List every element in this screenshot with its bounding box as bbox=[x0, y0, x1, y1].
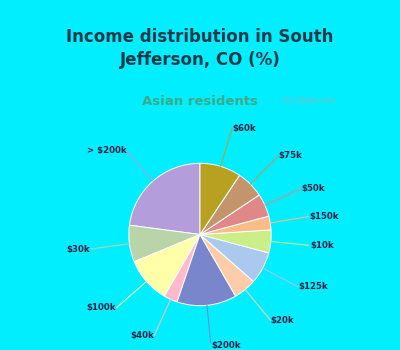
Wedge shape bbox=[200, 175, 259, 234]
Wedge shape bbox=[200, 234, 269, 281]
Text: $200k: $200k bbox=[211, 341, 240, 350]
Wedge shape bbox=[129, 225, 200, 262]
Text: $100k: $100k bbox=[87, 303, 116, 312]
Wedge shape bbox=[164, 234, 200, 302]
Text: $20k: $20k bbox=[270, 316, 294, 325]
Wedge shape bbox=[130, 163, 200, 235]
Text: City-Data.com: City-Data.com bbox=[282, 96, 336, 105]
Text: $10k: $10k bbox=[310, 241, 334, 250]
Text: > $200k: > $200k bbox=[87, 146, 127, 155]
Wedge shape bbox=[177, 234, 236, 306]
Text: $60k: $60k bbox=[232, 124, 256, 133]
Text: $75k: $75k bbox=[278, 152, 302, 160]
Text: Income distribution in South
Jefferson, CO (%): Income distribution in South Jefferson, … bbox=[66, 28, 334, 69]
Wedge shape bbox=[200, 234, 254, 296]
Text: Asian residents: Asian residents bbox=[142, 94, 258, 107]
Wedge shape bbox=[200, 163, 240, 235]
Wedge shape bbox=[134, 234, 200, 296]
Wedge shape bbox=[200, 216, 271, 234]
Text: $150k: $150k bbox=[310, 212, 339, 221]
Text: $50k: $50k bbox=[301, 184, 325, 193]
Text: $30k: $30k bbox=[66, 245, 90, 253]
Text: $40k: $40k bbox=[130, 331, 154, 340]
Wedge shape bbox=[200, 195, 269, 234]
Wedge shape bbox=[200, 230, 271, 253]
Text: $125k: $125k bbox=[298, 282, 328, 291]
